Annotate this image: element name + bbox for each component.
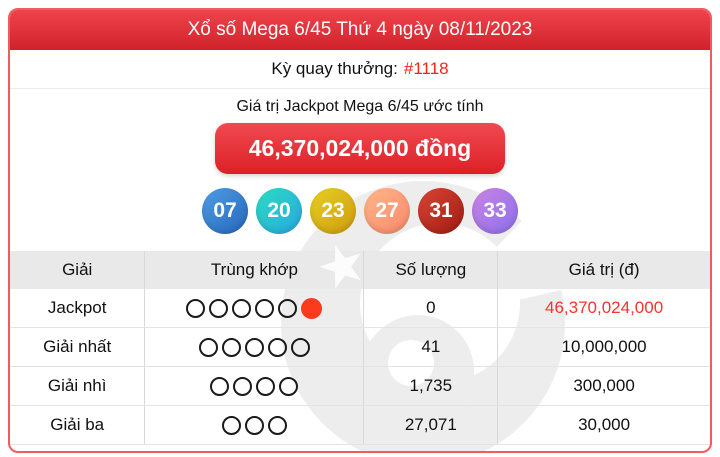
col-header-match: Trùng khớp <box>144 251 363 289</box>
match-circles <box>144 289 363 327</box>
ball-number: 23 <box>321 199 345 222</box>
col-header-prize: Giải <box>62 260 93 279</box>
match-circle-open <box>278 298 298 318</box>
prize-value: 300,000 <box>497 367 710 405</box>
ball-number: 27 <box>375 199 399 222</box>
ball-number: 31 <box>429 199 453 222</box>
table-row-giải-nhì: Giải nhì 1,735 300,000 <box>10 367 710 406</box>
col-header-value: Giá trị (đ) <box>497 251 710 289</box>
results-table-body: Jackpot 0 46,370,024,000 Giải nhất 41 10… <box>10 289 710 445</box>
match-circle-open <box>267 415 287 435</box>
results-card: Xổ số Mega 6/45 Thứ 4 ngày 08/11/2023 Kỳ… <box>8 8 712 453</box>
card-content: Xổ số Mega 6/45 Thứ 4 ngày 08/11/2023 Kỳ… <box>10 10 710 445</box>
results-table: Giải Trùng khớp Số lượng Giá trị (đ) Jac… <box>10 251 710 445</box>
draw-period-label: Kỳ quay thưởng: <box>271 59 398 78</box>
match-circle-open <box>290 337 310 357</box>
match-circle-open <box>256 376 276 396</box>
match-circle-open <box>209 298 229 318</box>
jackpot-amount-button[interactable]: 46,370,024,000 đồng <box>214 123 506 174</box>
prize-name: Giải nhì <box>47 376 107 395</box>
match-circle-open <box>232 298 252 318</box>
page-title: Xổ số Mega 6/45 Thứ 4 ngày 08/11/2023 <box>10 10 710 50</box>
prize-count: 1,735 <box>363 367 497 405</box>
table-row-giải-ba: Giải ba 27,071 30,000 <box>10 406 710 445</box>
match-circle-open <box>244 337 264 357</box>
match-circle-open <box>279 376 299 396</box>
match-circle-open <box>244 415 264 435</box>
prize-value: 10,000,000 <box>497 328 710 366</box>
ball-33: 33 <box>472 188 518 234</box>
prize-count: 41 <box>363 328 497 366</box>
ball-31: 31 <box>418 188 464 234</box>
match-circle-open <box>267 337 287 357</box>
prize-name: Giải nhất <box>43 337 112 356</box>
ball-number: 33 <box>483 199 507 222</box>
match-circle-open <box>210 376 230 396</box>
table-row-giải-nhất: Giải nhất 41 10,000,000 <box>10 328 710 367</box>
match-circles <box>144 406 363 444</box>
ball-number: 20 <box>267 199 291 222</box>
match-circle-open <box>221 415 241 435</box>
match-circle-open <box>198 337 218 357</box>
draw-period-number: #1118 <box>403 59 449 78</box>
match-circle-open <box>186 298 206 318</box>
ball-23: 23 <box>310 188 356 234</box>
col-header-count: Số lượng <box>363 251 497 289</box>
prize-name: Jackpot <box>47 298 107 317</box>
table-row-jackpot: Jackpot 0 46,370,024,000 <box>10 289 710 328</box>
match-circle-filled <box>301 297 323 319</box>
ball-07: 07 <box>202 188 248 234</box>
match-circle-open <box>233 376 253 396</box>
jackpot-amount-wrap: 46,370,024,000 đồng <box>10 116 710 174</box>
match-circle-open <box>221 337 241 357</box>
balls-row: 07 20 23 27 31 33 <box>10 188 710 234</box>
match-circles <box>144 367 363 405</box>
ball-20: 20 <box>256 188 302 234</box>
match-circles <box>144 328 363 366</box>
prize-value: 46,370,024,000 <box>497 289 710 327</box>
ball-number: 07 <box>213 199 237 222</box>
match-circle-open <box>255 298 275 318</box>
ball-27: 27 <box>364 188 410 234</box>
draw-period-row: Kỳ quay thưởng: #1118 <box>10 50 710 89</box>
jackpot-caption: Giá trị Jackpot Mega 6/45 ước tính <box>236 98 484 115</box>
results-table-header: Giải Trùng khớp Số lượng Giá trị (đ) <box>10 251 710 289</box>
prize-value: 30,000 <box>497 406 710 444</box>
prize-name: Giải ba <box>50 415 105 434</box>
prize-count: 0 <box>363 289 497 327</box>
prize-count: 27,071 <box>363 406 497 444</box>
